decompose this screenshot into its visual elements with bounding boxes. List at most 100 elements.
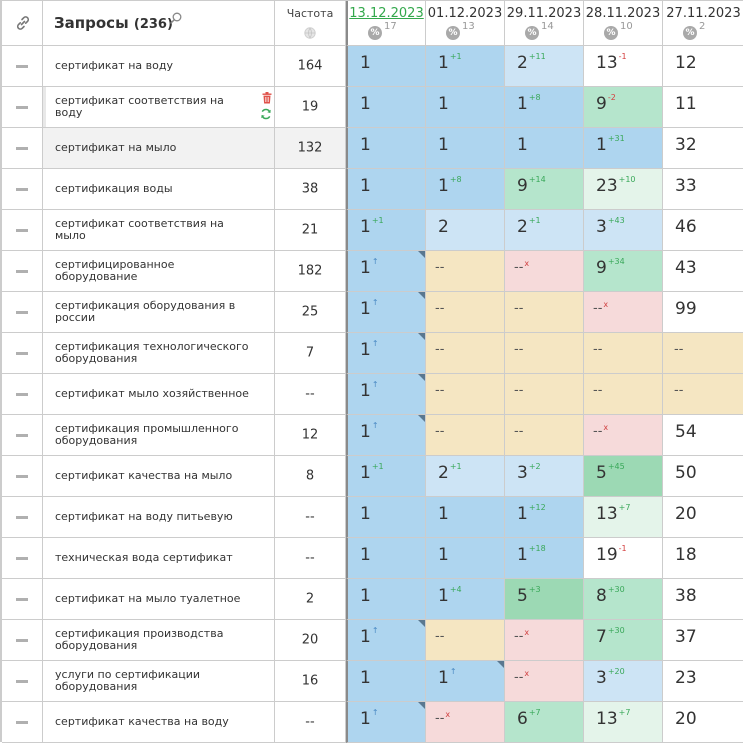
position-cell[interactable]: 32 [663,128,743,169]
position-cell[interactable]: -- [426,620,505,661]
position-cell[interactable]: 1 [346,538,426,579]
table-row[interactable]: сертификат соответствия на мыло 21 1+1 2 2+1… [2,210,743,251]
minus-icon[interactable] [16,639,28,642]
position-cell[interactable]: 1 [346,87,426,128]
position-cell[interactable]: --x [584,292,663,333]
date-label[interactable]: 28.11.2023 [585,6,661,21]
frequency-column-header[interactable]: Частота [275,1,346,46]
trash-icon[interactable] [262,92,272,104]
position-cell[interactable]: 2 [426,210,505,251]
table-row[interactable]: техническая вода сертификат -- 1 1 1+18 19-1 1… [2,538,743,579]
percent-icon[interactable]: % [525,26,539,40]
position-cell[interactable]: 11 [663,87,743,128]
links-column-header[interactable] [2,1,43,46]
position-cell[interactable]: 13+7 [584,702,663,743]
search-icon[interactable] [170,12,182,24]
query-cell[interactable]: сертификация промышленного оборудования [43,415,275,456]
position-cell[interactable]: --x [505,251,584,292]
table-row[interactable]: сертификация оборудования в россии 25 1↑ --… [2,292,743,333]
corner-marker[interactable] [418,292,425,299]
position-cell[interactable]: -- [426,292,505,333]
position-cell[interactable]: 1+8 [505,87,584,128]
position-cell[interactable]: 2+1 [505,210,584,251]
query-cell[interactable]: сертификат качества на воду [43,702,275,743]
position-cell[interactable]: 1+1 [346,456,426,497]
position-cell[interactable]: 1↑ [346,702,426,743]
position-cell[interactable]: --x [584,415,663,456]
position-cell[interactable]: 1 [346,169,426,210]
date-label[interactable]: 01.12.2023 [427,6,503,21]
corner-marker[interactable] [497,661,504,668]
query-cell[interactable]: сертификат качества на мыло [43,456,275,497]
minus-icon[interactable] [16,598,28,601]
position-cell[interactable]: 20 [663,497,743,538]
date-column-header[interactable]: 27.11.2023 % 2 [663,1,743,46]
date-column-header[interactable]: 28.11.2023 % 10 [584,1,663,46]
position-cell[interactable]: 1↑ [346,292,426,333]
date-label[interactable]: 29.11.2023 [506,6,582,21]
table-row[interactable]: сертификат соответствия на воду 19 1 1 1+8 9-… [2,87,743,128]
table-row[interactable]: сертификация воды 38 1 1+8 9+14 23+10 33 [2,169,743,210]
position-cell[interactable]: 1↑ [346,251,426,292]
table-row[interactable]: сертификат на воду питьевую -- 1 1 1+12 13+7 2… [2,497,743,538]
minus-icon[interactable] [16,270,28,273]
position-cell[interactable]: 1 [346,579,426,620]
position-cell[interactable]: 2+11 [505,46,584,87]
position-cell[interactable]: 13-1 [584,46,663,87]
position-cell[interactable]: -- [663,374,743,415]
table-row[interactable]: услуги по сертификации оборудования 16 1 1↑… [2,661,743,702]
refresh-icon[interactable] [260,108,272,120]
table-row[interactable]: сертификация производства оборудования 20… [2,620,743,661]
position-cell[interactable]: 1 [346,497,426,538]
row-toggle-cell[interactable] [2,292,43,333]
position-cell[interactable]: -- [663,333,743,374]
corner-marker[interactable] [418,702,425,709]
position-cell[interactable]: 9-2 [584,87,663,128]
row-toggle-cell[interactable] [2,333,43,374]
position-cell[interactable]: --x [505,661,584,702]
position-cell[interactable]: --x [426,702,505,743]
position-cell[interactable]: 5+45 [584,456,663,497]
position-cell[interactable]: -- [505,374,584,415]
row-toggle-cell[interactable] [2,87,43,128]
position-cell[interactable]: 1 [426,87,505,128]
corner-marker[interactable] [418,251,425,258]
corner-marker[interactable] [418,333,425,340]
position-cell[interactable]: 43 [663,251,743,292]
table-row[interactable]: сертификат на мыло туалетное 2 1 1+4 5+3 8+30… [2,579,743,620]
corner-marker[interactable] [418,415,425,422]
table-row[interactable]: сертификат на воду 164 1 1+1 2+11 13-1 12 [2,46,743,87]
position-cell[interactable]: 1↑ [346,374,426,415]
position-cell[interactable]: 1 [505,128,584,169]
position-cell[interactable]: 1+1 [346,210,426,251]
percent-icon[interactable]: % [683,26,697,40]
query-cell[interactable]: сертификат соответствия на мыло [43,210,275,251]
row-toggle-cell[interactable] [2,661,43,702]
position-cell[interactable]: -- [426,415,505,456]
position-cell[interactable]: 1+1 [426,46,505,87]
table-row[interactable]: сертификат мыло хозяйственное -- 1↑ -- -- -- -… [2,374,743,415]
query-cell[interactable]: сертификация производства оборудования [43,620,275,661]
query-cell[interactable]: техническая вода сертификат [43,538,275,579]
row-toggle-cell[interactable] [2,128,43,169]
minus-icon[interactable] [16,65,28,68]
row-toggle-cell[interactable] [2,169,43,210]
position-cell[interactable]: 38 [663,579,743,620]
query-cell[interactable]: сертификат на мыло туалетное [43,579,275,620]
position-cell[interactable]: 1 [426,538,505,579]
position-cell[interactable]: -- [505,333,584,374]
position-cell[interactable]: 46 [663,210,743,251]
row-toggle-cell[interactable] [2,415,43,456]
position-cell[interactable]: -- [426,251,505,292]
minus-icon[interactable] [16,516,28,519]
row-toggle-cell[interactable] [2,46,43,87]
query-cell[interactable]: сертифицированное оборудование [43,251,275,292]
position-cell[interactable]: 1↑ [346,415,426,456]
position-cell[interactable]: -- [584,374,663,415]
date-column-header[interactable]: 29.11.2023 % 14 [505,1,584,46]
position-cell[interactable]: 9+34 [584,251,663,292]
date-column-header[interactable]: 13.12.2023 % 17 [346,1,426,46]
minus-icon[interactable] [16,434,28,437]
minus-icon[interactable] [16,147,28,150]
table-row[interactable]: сертифицированное оборудование 182 1↑ -- --x… [2,251,743,292]
